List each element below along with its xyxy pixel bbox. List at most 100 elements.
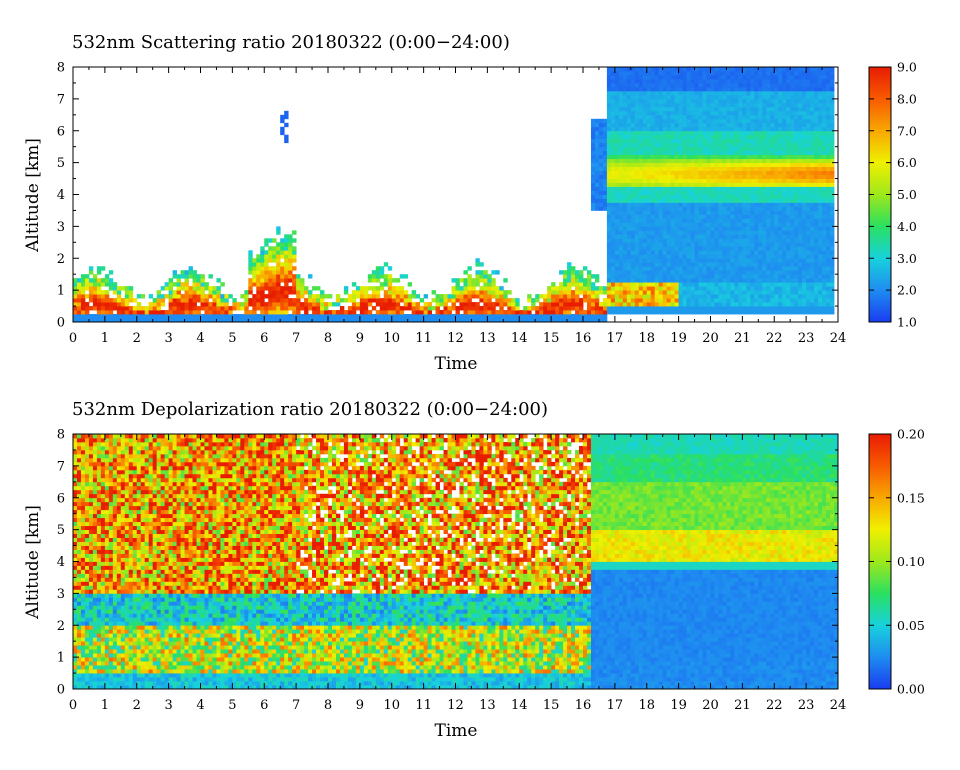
heatmap-cell: [770, 147, 774, 151]
heatmap-cell: [718, 250, 722, 254]
heatmap-cell: [802, 206, 806, 210]
heatmap-cell: [631, 103, 635, 107]
heatmap-cell: [659, 187, 663, 191]
heatmap-cell: [687, 139, 691, 143]
heatmap-cell: [467, 294, 471, 298]
heatmap-cell: [308, 306, 312, 310]
heatmap-cell: [635, 270, 639, 274]
heatmap-cell: [714, 151, 718, 155]
heatmap-cell: [758, 147, 762, 151]
heatmap-cell: [734, 278, 738, 282]
heatmap-cell: [746, 167, 750, 171]
heatmap-cell: [567, 302, 571, 306]
heatmap-cell: [750, 254, 754, 258]
heatmap-cell: [830, 298, 834, 302]
heatmap-cell: [718, 91, 722, 95]
heatmap-cell: [814, 198, 818, 202]
heatmap-cell: [204, 298, 208, 302]
heatmap-cell: [762, 135, 766, 139]
heatmap-cell: [814, 222, 818, 226]
heatmap-cell: [738, 191, 742, 195]
heatmap-cell: [810, 115, 814, 119]
heatmap-cell: [722, 127, 726, 131]
heatmap-cell: [778, 282, 782, 286]
heatmap-cell: [722, 139, 726, 143]
heatmap-cell: [655, 218, 659, 222]
heatmap-cell: [627, 75, 631, 79]
heatmap-cell: [679, 151, 683, 155]
heatmap-cell: [810, 210, 814, 214]
heatmap-cell: [579, 290, 583, 294]
heatmap-cell: [360, 286, 364, 290]
heatmap-cell: [663, 226, 667, 230]
heatmap-cell: [611, 206, 615, 210]
heatmap-cell: [360, 302, 364, 306]
heatmap-cell: [826, 163, 830, 167]
heatmap-cell: [655, 210, 659, 214]
heatmap-cell: [742, 175, 746, 179]
heatmap-cell: [794, 290, 798, 294]
heatmap-cell: [718, 111, 722, 115]
heatmap-cell: [444, 310, 448, 314]
heatmap-cell: [647, 310, 651, 314]
heatmap-cell: [547, 298, 551, 302]
heatmap-cell: [595, 314, 599, 318]
heatmap-cell: [734, 202, 738, 206]
heatmap-cell: [356, 290, 360, 294]
heatmap-cell: [786, 246, 790, 250]
heatmap-cell: [746, 202, 750, 206]
heatmap-cell: [519, 310, 523, 314]
heatmap-cell: [782, 99, 786, 103]
heatmap-cell: [691, 91, 695, 95]
heatmap-cell: [360, 294, 364, 298]
heatmap-cell: [655, 67, 659, 71]
heatmap-cell: [814, 226, 818, 230]
heatmap-cell: [157, 310, 161, 314]
heatmap-cell: [571, 274, 575, 278]
heatmap-cell: [655, 254, 659, 258]
heatmap-cell: [818, 230, 822, 234]
heatmap-cell: [671, 262, 675, 266]
heatmap-cell: [667, 79, 671, 83]
heatmap-cell: [742, 262, 746, 266]
heatmap-cell: [575, 314, 579, 318]
heatmap-cell: [802, 246, 806, 250]
heatmap-cell: [611, 306, 615, 310]
heatmap-cell: [782, 163, 786, 167]
heatmap-cell: [770, 222, 774, 226]
heatmap-cell: [667, 286, 671, 290]
heatmap-cell: [742, 254, 746, 258]
heatmap-cell: [691, 246, 695, 250]
heatmap-cell: [663, 159, 667, 163]
heatmap-cell: [109, 278, 113, 282]
heatmap-cell: [161, 298, 165, 302]
heatmap-cell: [691, 79, 695, 83]
heatmap-cell: [754, 95, 758, 99]
heatmap-cell: [121, 310, 125, 314]
heatmap-cell: [619, 218, 623, 222]
heatmap-cell: [635, 290, 639, 294]
heatmap-cell: [611, 242, 615, 246]
heatmap-cell: [599, 310, 603, 314]
heatmap-cell: [675, 187, 679, 191]
heatmap-cell: [145, 306, 149, 310]
heatmap-cell: [746, 127, 750, 131]
heatmap-cell: [707, 298, 711, 302]
heatmap-cell: [420, 306, 424, 310]
heatmap-cell: [631, 214, 635, 218]
heatmap-cell: [754, 298, 758, 302]
heatmap-cell: [595, 274, 599, 278]
heatmap-cell: [762, 175, 766, 179]
heatmap-cell: [691, 214, 695, 218]
heatmap-cell: [806, 115, 810, 119]
heatmap-cell: [663, 286, 667, 290]
heatmap-cell: [798, 274, 802, 278]
heatmap-cell: [639, 95, 643, 99]
heatmap-cell: [762, 75, 766, 79]
heatmap-cell: [802, 159, 806, 163]
heatmap-cell: [738, 91, 742, 95]
heatmap-cell: [794, 234, 798, 238]
heatmap-cell: [722, 95, 726, 99]
heatmap-cell: [651, 246, 655, 250]
heatmap-cell: [651, 91, 655, 95]
